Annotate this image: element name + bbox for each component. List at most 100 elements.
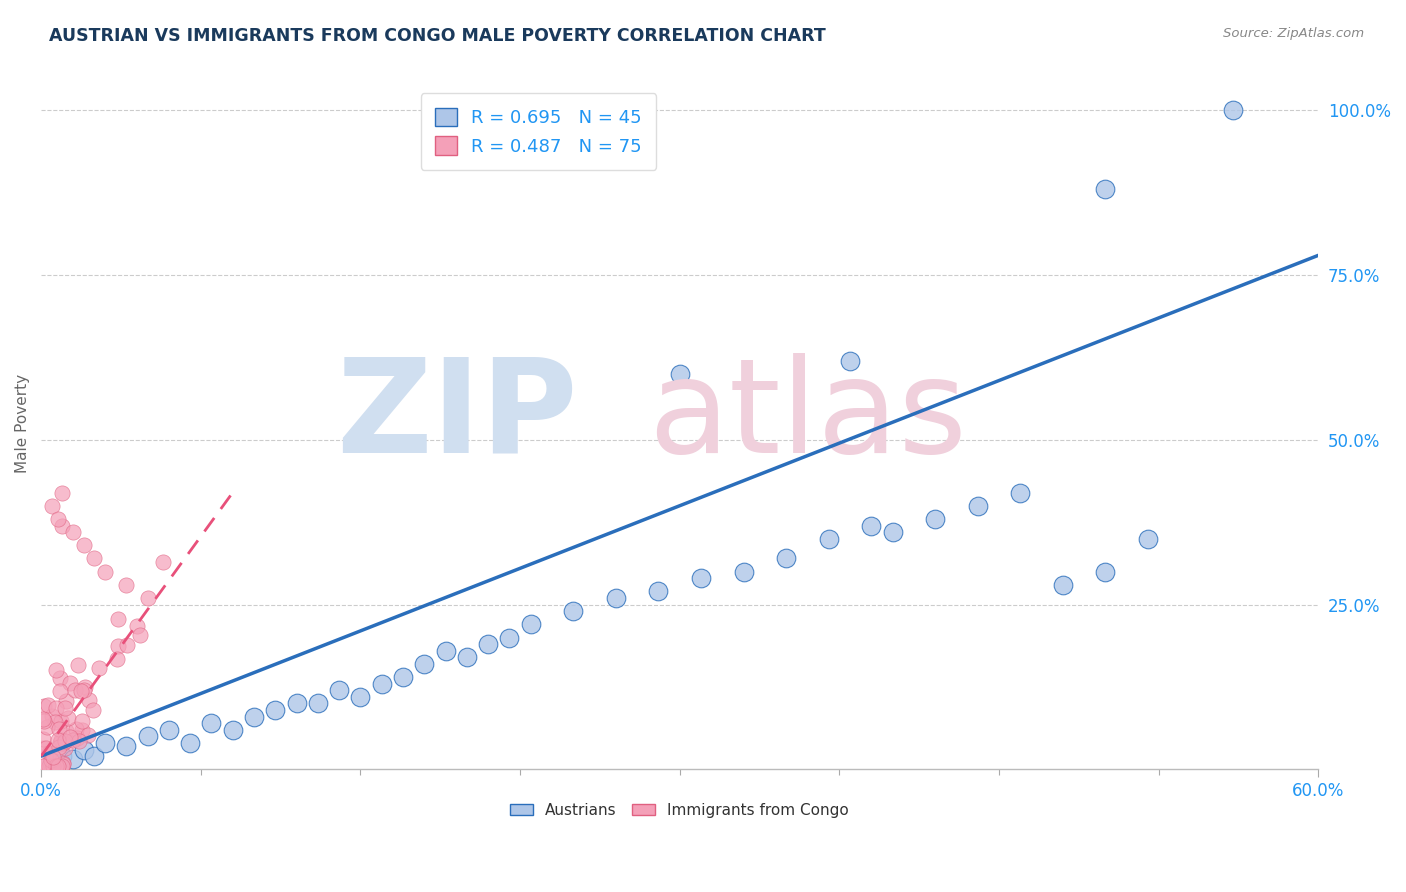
Point <box>136 591 159 605</box>
Point <box>53 741 76 756</box>
Point <box>115 638 138 652</box>
Point <box>1222 103 1244 118</box>
Point <box>39 759 62 773</box>
Point <box>605 591 627 605</box>
Point <box>70 723 93 738</box>
Point <box>115 578 138 592</box>
Point <box>51 759 73 773</box>
Point <box>66 731 89 746</box>
Point <box>94 736 117 750</box>
Point <box>32 712 55 726</box>
Text: AUSTRIAN VS IMMIGRANTS FROM CONGO MALE POVERTY CORRELATION CHART: AUSTRIAN VS IMMIGRANTS FROM CONGO MALE P… <box>49 27 825 45</box>
Point <box>32 741 55 756</box>
Point <box>37 698 59 712</box>
Point <box>690 571 713 585</box>
Point <box>817 532 839 546</box>
Point <box>55 694 77 708</box>
Text: Source: ZipAtlas.com: Source: ZipAtlas.com <box>1223 27 1364 40</box>
Point <box>349 690 371 704</box>
Point <box>32 699 55 714</box>
Point <box>105 651 128 665</box>
Point <box>32 714 55 729</box>
Point <box>125 619 148 633</box>
Point <box>32 759 55 773</box>
Point <box>52 756 75 771</box>
Point <box>44 714 66 729</box>
Point <box>73 538 96 552</box>
Point <box>392 670 415 684</box>
Point <box>83 749 105 764</box>
Point <box>42 759 65 773</box>
Point <box>67 733 90 747</box>
Point <box>48 740 70 755</box>
Point <box>924 512 946 526</box>
Point <box>69 684 91 698</box>
Point <box>434 643 457 657</box>
Point <box>62 752 84 766</box>
Point <box>46 759 69 773</box>
Point <box>32 731 55 746</box>
Point <box>51 714 73 728</box>
Point <box>882 525 904 540</box>
Point <box>647 584 669 599</box>
Point <box>51 485 73 500</box>
Point <box>53 734 76 748</box>
Point <box>1094 565 1116 579</box>
Legend: Austrians, Immigrants from Congo: Austrians, Immigrants from Congo <box>505 797 855 824</box>
Point <box>46 512 69 526</box>
Point <box>839 353 862 368</box>
Point <box>41 708 63 723</box>
Point <box>41 754 63 768</box>
Point <box>107 612 129 626</box>
Point <box>37 720 59 734</box>
Point <box>45 759 67 773</box>
Point <box>32 759 55 773</box>
Point <box>49 732 72 747</box>
Point <box>45 759 67 773</box>
Point <box>52 756 75 770</box>
Point <box>1010 485 1032 500</box>
Point <box>456 650 478 665</box>
Point <box>775 551 797 566</box>
Point <box>66 658 89 673</box>
Point <box>76 728 98 742</box>
Point <box>73 683 96 698</box>
Point <box>200 716 222 731</box>
Point <box>49 671 72 685</box>
Point <box>370 676 392 690</box>
Point <box>264 703 287 717</box>
Point <box>243 709 266 723</box>
Point <box>51 749 73 764</box>
Point <box>41 756 63 770</box>
Point <box>58 711 80 725</box>
Point <box>48 723 70 737</box>
Point <box>73 742 96 756</box>
Point <box>668 367 690 381</box>
Point <box>733 565 755 579</box>
Point <box>1094 182 1116 196</box>
Point <box>413 657 436 671</box>
Point <box>42 750 65 764</box>
Point <box>51 518 73 533</box>
Point <box>152 556 174 570</box>
Point <box>94 565 117 579</box>
Point <box>136 730 159 744</box>
Point <box>41 499 63 513</box>
Point <box>65 682 87 697</box>
Point <box>38 759 60 773</box>
Point <box>45 700 67 714</box>
Point <box>221 723 243 737</box>
Point <box>115 739 138 754</box>
Point <box>82 703 104 717</box>
Point <box>70 714 93 728</box>
Point <box>89 661 111 675</box>
Point <box>62 733 84 747</box>
Point <box>53 700 76 714</box>
Point <box>307 697 329 711</box>
Point <box>49 683 72 698</box>
Point <box>79 693 101 707</box>
Point <box>59 730 82 744</box>
Point <box>65 723 87 737</box>
Point <box>860 518 883 533</box>
Point <box>55 724 77 739</box>
